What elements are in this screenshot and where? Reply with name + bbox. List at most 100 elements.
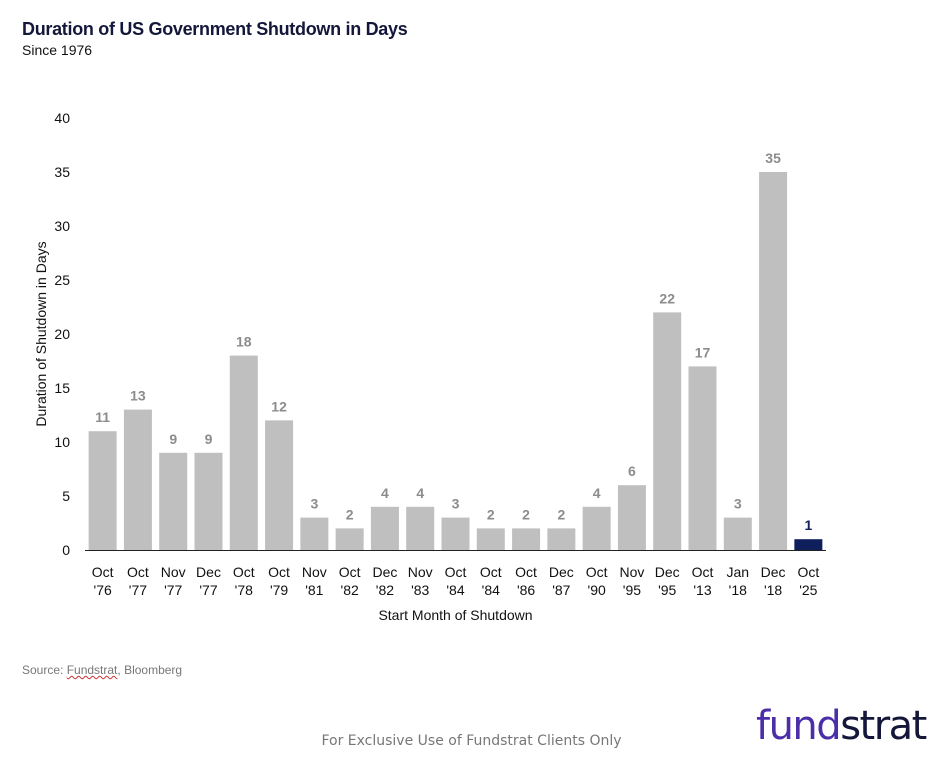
data-label: 9 <box>169 431 177 447</box>
x-tick-label: Dec <box>655 564 680 580</box>
source-rest: , Bloomberg <box>117 663 183 677</box>
data-label: 2 <box>522 506 530 522</box>
x-tick-label: Oct <box>480 564 502 580</box>
data-label: 2 <box>487 506 495 522</box>
data-label: 9 <box>205 431 213 447</box>
x-tick-label: Oct <box>797 564 819 580</box>
y-tick-label: 30 <box>54 218 70 234</box>
x-tick-label: Oct <box>692 564 714 580</box>
bar <box>123 409 152 550</box>
x-tick-label: Dec <box>761 564 786 580</box>
x-tick-label: '76 <box>94 582 112 598</box>
data-label: 2 <box>346 506 354 522</box>
x-tick-label: '95 <box>623 582 641 598</box>
x-tick-label: '18 <box>729 582 747 598</box>
bar <box>547 528 576 550</box>
x-tick-label: Nov <box>161 564 186 580</box>
bar <box>229 355 258 550</box>
data-label: 2 <box>557 506 565 522</box>
x-tick-label: Dec <box>196 564 221 580</box>
y-tick-label: 5 <box>62 488 70 504</box>
x-tick-label: Dec <box>372 564 397 580</box>
x-tick-label: '87 <box>552 582 570 598</box>
x-tick-label: Oct <box>92 564 114 580</box>
x-tick-label: '77 <box>199 582 217 598</box>
x-tick-label: '25 <box>799 582 817 598</box>
y-tick-label: 20 <box>54 326 70 342</box>
data-label: 35 <box>765 150 781 166</box>
data-label: 17 <box>695 344 711 360</box>
y-tick-label: 10 <box>54 434 70 450</box>
bar <box>582 506 611 550</box>
chart-title: Duration of US Government Shutdown in Da… <box>22 19 408 39</box>
x-tick-label: '86 <box>517 582 535 598</box>
x-tick-label: '77 <box>164 582 182 598</box>
x-tick-label: Oct <box>127 564 149 580</box>
x-tick-label: Oct <box>515 564 537 580</box>
bar <box>300 517 329 550</box>
x-tick-label: '77 <box>129 582 147 598</box>
footer-disclaimer: For Exclusive Use of Fundstrat Clients O… <box>321 733 622 749</box>
bar <box>335 528 364 550</box>
bar <box>794 539 823 550</box>
x-tick-label: Dec <box>549 564 574 580</box>
bar <box>88 431 117 550</box>
x-tick-label: Nov <box>408 564 433 580</box>
x-tick-label: '84 <box>482 582 500 598</box>
bar <box>759 172 788 550</box>
bar <box>441 517 470 550</box>
x-tick-label: '81 <box>305 582 323 598</box>
bar <box>370 506 399 550</box>
bar <box>653 312 682 550</box>
data-label: 3 <box>452 496 460 512</box>
data-label: 3 <box>310 496 318 512</box>
y-tick-label: 40 <box>54 110 70 126</box>
y-tick-label: 25 <box>54 272 70 288</box>
x-tick-label: '84 <box>446 582 464 598</box>
logo-part1: fund <box>756 703 842 749</box>
x-tick-label: '95 <box>658 582 676 598</box>
data-label: 22 <box>659 290 675 306</box>
data-label: 4 <box>593 485 601 501</box>
source-fundstrat: Fundstrat <box>66 663 118 677</box>
x-tick-label: Oct <box>233 564 255 580</box>
x-tick-label: '78 <box>235 582 253 598</box>
data-label: 1 <box>804 517 812 533</box>
x-tick-label: Oct <box>268 564 290 580</box>
x-axis-label: Start Month of Shutdown <box>378 607 532 623</box>
data-label: 4 <box>381 485 389 501</box>
data-label: 3 <box>734 496 742 512</box>
source-prefix: Source: <box>22 663 67 677</box>
x-tick-label: Nov <box>302 564 327 580</box>
x-tick-label: Jan <box>726 564 749 580</box>
x-tick-label: Oct <box>339 564 361 580</box>
chart-subtitle: Since 1976 <box>22 42 93 58</box>
y-tick-label: 35 <box>54 164 70 180</box>
source-note: Source: Fundstrat, Bloomberg <box>22 663 182 677</box>
bar <box>476 528 505 550</box>
x-tick-label: Oct <box>445 564 467 580</box>
data-label: 11 <box>95 409 110 425</box>
x-tick-label: '13 <box>693 582 711 598</box>
bar <box>406 506 435 550</box>
x-tick-label: '90 <box>588 582 606 598</box>
x-tick-label: '18 <box>764 582 782 598</box>
bar <box>688 366 717 550</box>
bar <box>617 485 646 550</box>
x-tick-label: '82 <box>341 582 359 598</box>
bar <box>159 452 188 550</box>
logo-part2: strat <box>840 703 927 749</box>
y-axis-label: Duration of Shutdown in Days <box>33 241 49 426</box>
x-tick-label: Oct <box>586 564 608 580</box>
y-tick-label: 0 <box>62 542 70 558</box>
bar <box>723 517 752 550</box>
data-label: 18 <box>236 334 252 350</box>
y-tick-label: 15 <box>54 380 70 396</box>
bar <box>265 420 294 550</box>
x-tick-label: Nov <box>619 564 644 580</box>
data-label: 4 <box>416 485 424 501</box>
x-tick-label: '83 <box>411 582 429 598</box>
data-label: 6 <box>628 463 636 479</box>
data-label: 12 <box>271 398 287 414</box>
